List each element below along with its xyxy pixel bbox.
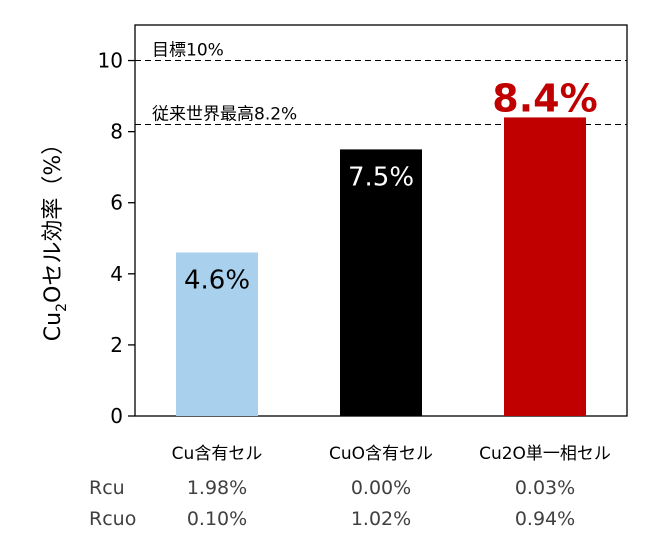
plot-area: 0 2 4 6 8 10 目標10% 従来世界最高8.2% 4.6% Cu含有セル 7.5% CuO含… (89, 24, 628, 530)
table-cell: 0.94% (515, 508, 575, 530)
table-row-label: Rcu (89, 477, 125, 499)
table-cell: 0.03% (515, 477, 575, 499)
category-label: Cu2O単一相セル (479, 444, 611, 464)
bar-value-label: 4.6% (184, 265, 250, 295)
y-axis-label-subscript: 2 (54, 303, 70, 312)
category-label: Cu含有セル (172, 444, 263, 464)
reference-line-label: 目標10% (152, 41, 224, 61)
table-cell: 1.98% (187, 477, 247, 499)
y-axis-label: Cu2Oセル効率（%） (41, 133, 70, 341)
y-tick-label: 10 (98, 49, 123, 73)
category-label: CuO含有セル (329, 444, 433, 464)
table-cell: 0.10% (187, 508, 247, 530)
table-cell: 1.02% (351, 508, 411, 530)
bar-value-label: 8.4% (492, 76, 597, 120)
table-cell: 0.00% (351, 477, 411, 499)
y-tick-label: 4 (110, 262, 123, 286)
y-tick-label: 2 (110, 333, 123, 357)
reference-line-label: 従来世界最高8.2% (152, 105, 297, 125)
y-tick-label: 6 (110, 191, 123, 215)
bar (340, 149, 422, 416)
table-row-label: Rcuo (89, 508, 136, 530)
bar (504, 117, 586, 416)
y-axis-label-main: Cu (41, 312, 66, 341)
bar-value-label: 7.5% (348, 162, 414, 192)
y-tick-label: 0 (110, 404, 123, 428)
bar (176, 252, 258, 416)
y-tick-label: 8 (110, 120, 123, 144)
y-axis-label-rest: Oセル効率（%） (41, 133, 66, 303)
